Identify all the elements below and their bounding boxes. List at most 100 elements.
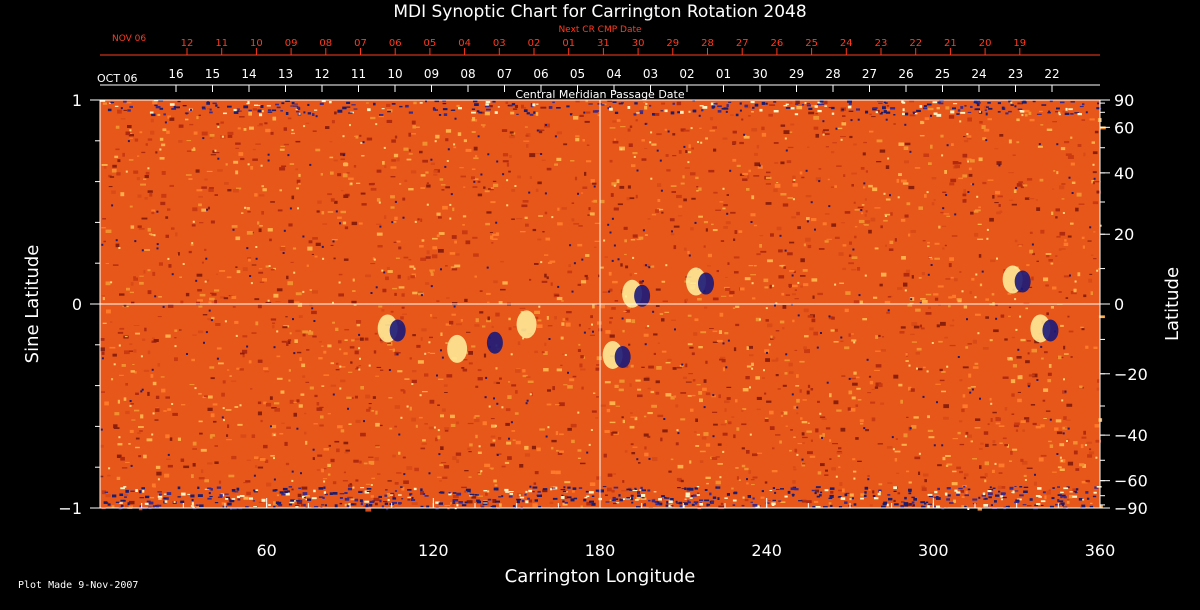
negative-flux [634,284,651,307]
active-region-6 [622,279,651,308]
next-cr-date: 06 [389,38,402,49]
positive-flux [516,310,537,339]
cmp-date: 05 [570,67,585,81]
active-region-4 [516,310,537,339]
y-right-tick-label: 60 [1114,118,1134,137]
x-tick-label: 240 [751,541,782,560]
next-cr-date: 31 [597,38,610,49]
next-cr-date: 07 [354,38,367,49]
next-cr-date: 11 [215,38,228,49]
next-cr-date: 02 [528,38,541,49]
cmp-date: 25 [935,67,950,81]
y-right-tick-label: 0 [1114,295,1124,314]
y-left-tick-label: 1 [72,91,82,110]
x-tick-label: 120 [418,541,449,560]
next-cr-date: 01 [562,38,575,49]
x-tick-label: 60 [256,541,276,560]
next-cr-date: 24 [840,38,853,49]
cmp-date: 27 [862,67,877,81]
y-left-tick-label: −1 [58,499,82,518]
y-right-tick-label: −60 [1114,472,1148,491]
active-region-5 [602,341,631,369]
chart-title: MDI Synoptic Chart for Carrington Rotati… [393,2,806,22]
magnetogram-map [100,100,1106,512]
plot-made-note: Plot Made 9-Nov-2007 [18,580,139,591]
x-tick-label: 360 [1085,541,1116,560]
cmp-date: 26 [898,67,913,81]
cmp-date: 29 [789,67,804,81]
active-region-3 [486,331,503,354]
next-cr-date: 21 [944,38,957,49]
positive-flux [447,334,468,363]
next-cr-date: 29 [666,38,679,49]
x-tick-label: 300 [918,541,949,560]
y-right-tick-label: 90 [1114,91,1134,110]
cmp-date: 13 [278,67,293,81]
next-cr-date: 19 [1013,38,1026,49]
next-cr-axis-label: Next CR CMP Date [558,25,642,35]
negative-flux [698,272,714,295]
negative-flux [486,331,503,354]
active-region-8 [1030,314,1059,343]
next-cr-date: 26 [771,38,784,49]
cmp-axis-label: Central Meridian Passage Date [515,88,684,101]
active-region-2 [447,334,468,363]
cmp-date: 02 [679,67,694,81]
next-cr-date: 28 [701,38,714,49]
cmp-date: 03 [643,67,658,81]
negative-flux [614,346,631,368]
cmp-date: 01 [716,67,731,81]
map-texture [100,100,1106,512]
negative-flux [1042,319,1059,342]
y-left-tick-label: 0 [72,295,82,314]
next-cr-date: 20 [979,38,992,49]
cmp-date: 14 [241,67,256,81]
negative-flux [389,319,406,342]
x-axis-label: Carrington Longitude [505,566,696,587]
cmp-date: 07 [497,67,512,81]
negative-flux [1014,270,1031,293]
active-regions [377,265,1059,369]
cmp-date: 04 [606,67,621,81]
next-cr-date: 25 [805,38,818,49]
cmp-date: 24 [971,67,986,81]
y-right-tick-label: −20 [1114,365,1148,384]
next-cr-date: 03 [493,38,506,49]
next-cr-date: 12 [181,38,194,49]
next-cr-date: 22 [909,38,922,49]
y-right-tick-label: 40 [1114,164,1134,183]
cmp-date: 15 [205,67,220,81]
next-cr-date: 23 [875,38,888,49]
y-right-tick-label: −90 [1114,499,1148,518]
y-right-tick-label: 20 [1114,225,1134,244]
next-cr-date: 04 [458,38,471,49]
next-cr-date: 27 [736,38,749,49]
next-cr-start-label: NOV 06 [112,34,146,44]
next-cr-date: 08 [319,38,332,49]
cmp-date: 30 [752,67,767,81]
y-left-axis-label: Sine Latitude [22,245,43,364]
cmp-date: 06 [533,67,548,81]
next-cr-date: 30 [632,38,645,49]
axes: 60 120 180 240 300 36010−1906040200−20−40−60−… [58,38,1147,560]
cmp-date: 09 [424,67,439,81]
y-right-tick-label: −40 [1114,426,1148,445]
cmp-date: 12 [314,67,329,81]
cmp-date: 22 [1044,67,1059,81]
current-cr-start-label: OCT 06 [97,72,138,85]
next-cr-date: 10 [250,38,263,49]
next-cr-date: 09 [285,38,298,49]
active-region-1 [377,314,406,343]
cmp-date: 16 [168,67,183,81]
x-tick-label: 180 [585,541,616,560]
next-cr-date: 05 [424,38,437,49]
active-region-9 [1002,265,1031,294]
cmp-date: 10 [387,67,402,81]
cmp-date: 11 [351,67,366,81]
cmp-date: 28 [825,67,840,81]
cmp-date: 23 [1008,67,1023,81]
y-right-axis-label: Latitude [1162,267,1183,341]
cmp-date: 08 [460,67,475,81]
active-region-7 [686,267,714,296]
